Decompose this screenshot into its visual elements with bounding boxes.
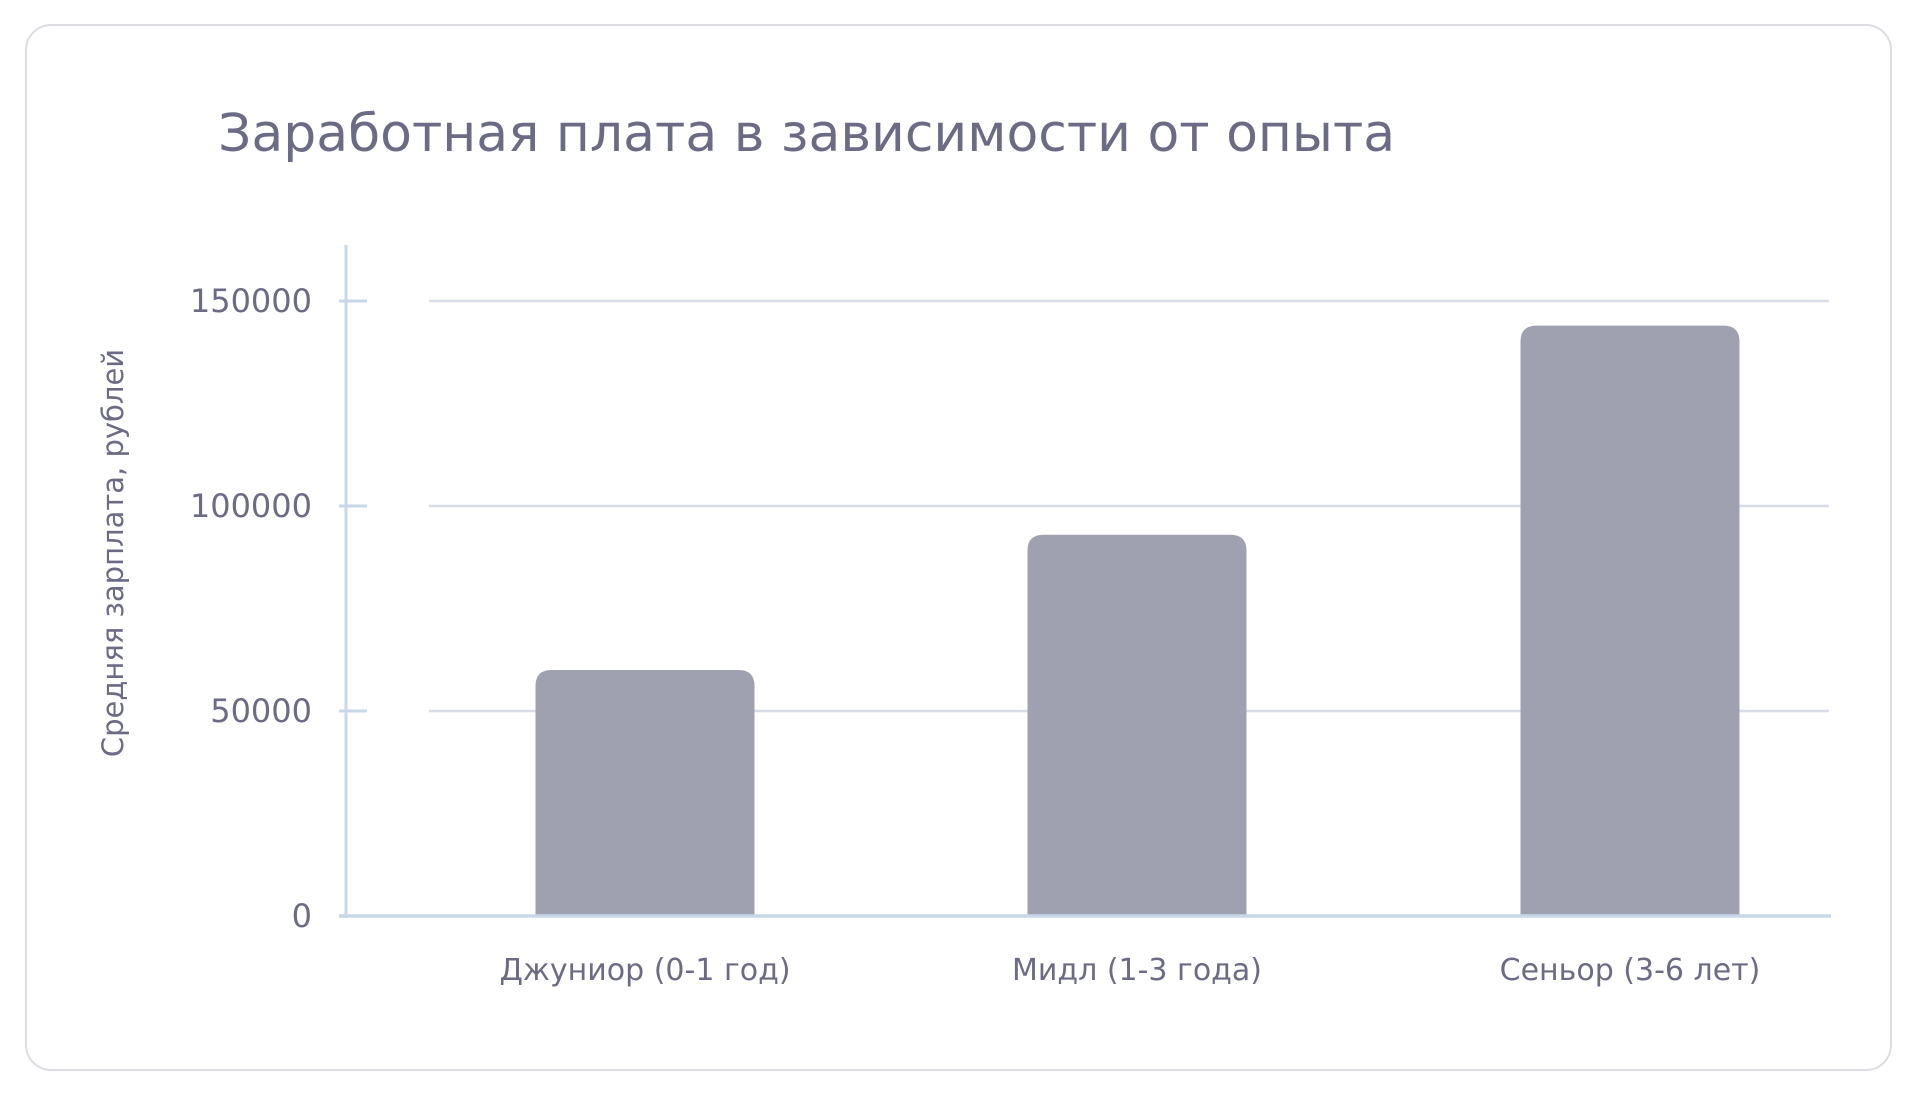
bar xyxy=(535,670,755,916)
chart-title: Заработная плата в зависимости от опыта xyxy=(218,104,1396,164)
bar xyxy=(1027,534,1247,916)
x-tick-label: Джуниор (0-1 год) xyxy=(499,953,790,988)
y-tick-label: 0 xyxy=(292,897,312,935)
y-tick-label: 50000 xyxy=(210,692,312,730)
y-tick-label: 100000 xyxy=(190,487,312,525)
x-tick-label: Мидл (1-3 года) xyxy=(1012,953,1262,988)
y-tick-label: 150000 xyxy=(190,282,312,320)
x-tick-label: Сеньор (3-6 лет) xyxy=(1500,953,1761,988)
bar xyxy=(1520,325,1740,917)
